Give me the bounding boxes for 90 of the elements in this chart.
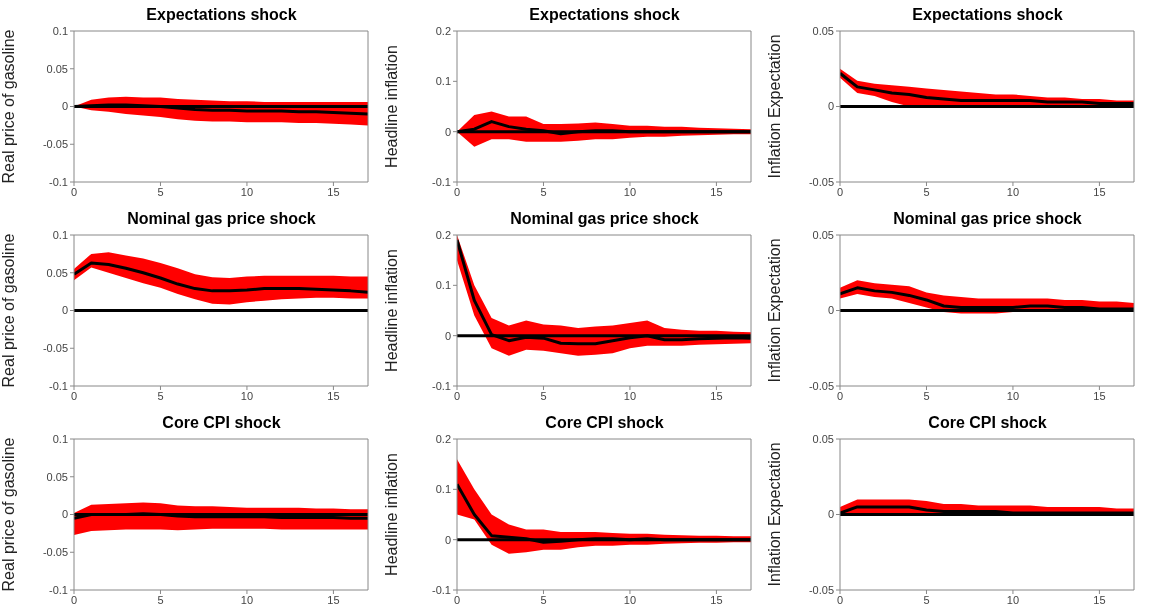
y-axis-title: Headline inflation bbox=[382, 249, 400, 372]
y-tick-label: 0.1 bbox=[52, 24, 68, 37]
x-tick-label: 15 bbox=[1093, 593, 1106, 606]
x-tick-label: 10 bbox=[1006, 185, 1020, 198]
x-tick-label: 10 bbox=[240, 593, 254, 606]
y-tick-label: 0 bbox=[827, 100, 834, 113]
x-tick-label: 5 bbox=[157, 185, 164, 198]
y-axis-title: Headline inflation bbox=[382, 453, 400, 576]
y-tick-label: 0 bbox=[444, 329, 451, 342]
x-tick-label: 0 bbox=[836, 593, 844, 606]
y-axis-title: Headline inflation bbox=[382, 45, 400, 168]
chart-title: Nominal gas price shock bbox=[509, 210, 700, 228]
chart-title: Expectations shock bbox=[528, 6, 681, 24]
x-tick-label: 0 bbox=[70, 185, 78, 198]
y-tick-label: 0 bbox=[827, 304, 834, 317]
y-tick-label: -0.1 bbox=[432, 379, 451, 392]
y-tick-label: -0.05 bbox=[808, 583, 834, 596]
y-tick-label: 0.05 bbox=[46, 62, 68, 75]
x-tick-label: 10 bbox=[623, 389, 637, 402]
y-tick-label: 0 bbox=[444, 125, 451, 138]
y-tick-label: 0.05 bbox=[46, 470, 68, 483]
y-tick-label: -0.05 bbox=[42, 546, 68, 559]
x-tick-label: 10 bbox=[240, 185, 254, 198]
y-tick-label: 0.1 bbox=[435, 75, 451, 88]
x-tick-label: 5 bbox=[157, 593, 164, 606]
x-tick-label: 10 bbox=[240, 389, 254, 402]
y-tick-label: 0.2 bbox=[435, 228, 451, 241]
x-tick-label: 15 bbox=[327, 389, 340, 402]
y-tick-label: 0 bbox=[827, 508, 834, 521]
y-tick-label: 0.1 bbox=[435, 279, 451, 292]
x-tick-label: 15 bbox=[1093, 389, 1106, 402]
y-tick-label: 0.05 bbox=[812, 432, 834, 445]
y-tick-label: 0.1 bbox=[435, 483, 451, 496]
chart-title: Core CPI shock bbox=[927, 414, 1048, 432]
chart-title: Nominal gas price shock bbox=[892, 210, 1083, 228]
y-tick-label: -0.1 bbox=[49, 379, 68, 392]
y-tick-label: -0.1 bbox=[49, 583, 68, 596]
chart-title: Expectations shock bbox=[145, 6, 298, 24]
x-tick-label: 5 bbox=[923, 185, 930, 198]
y-tick-label: 0.05 bbox=[812, 24, 834, 37]
x-tick-label: 10 bbox=[623, 593, 637, 606]
y-tick-label: 0.05 bbox=[46, 266, 68, 279]
chart-title: Expectations shock bbox=[911, 6, 1064, 24]
x-tick-label: 5 bbox=[923, 389, 930, 402]
y-tick-label: 0 bbox=[444, 533, 451, 546]
x-tick-label: 0 bbox=[836, 185, 844, 198]
x-tick-label: 5 bbox=[540, 185, 547, 198]
chart-title: Nominal gas price shock bbox=[126, 210, 317, 228]
y-axis-title: Real price of gasoline bbox=[0, 437, 17, 592]
x-tick-label: 0 bbox=[453, 389, 461, 402]
x-tick-label: 0 bbox=[70, 593, 78, 606]
y-tick-label: 0.2 bbox=[435, 432, 451, 445]
x-tick-label: 15 bbox=[327, 185, 340, 198]
y-axis-title: Real price of gasoline bbox=[0, 233, 17, 388]
y-tick-label: 0 bbox=[61, 508, 68, 521]
x-tick-label: 0 bbox=[70, 389, 78, 402]
x-tick-label: 15 bbox=[710, 593, 723, 606]
x-tick-label: 15 bbox=[327, 593, 340, 606]
x-tick-label: 15 bbox=[1093, 185, 1106, 198]
x-tick-label: 15 bbox=[710, 389, 723, 402]
y-tick-label: -0.05 bbox=[808, 379, 834, 392]
y-tick-label: 0.1 bbox=[52, 432, 68, 445]
y-tick-label: -0.1 bbox=[432, 583, 451, 596]
y-tick-label: -0.05 bbox=[42, 342, 68, 355]
chart-title: Core CPI shock bbox=[161, 414, 282, 432]
x-tick-label: 0 bbox=[836, 389, 844, 402]
x-tick-label: 5 bbox=[540, 593, 547, 606]
x-tick-label: 0 bbox=[453, 593, 461, 606]
y-tick-label: 0 bbox=[61, 100, 68, 113]
y-tick-label: -0.05 bbox=[42, 138, 68, 151]
x-tick-label: 15 bbox=[710, 185, 723, 198]
y-tick-label: 0.2 bbox=[435, 24, 451, 37]
x-tick-label: 5 bbox=[923, 593, 930, 606]
y-tick-label: 0.05 bbox=[812, 228, 834, 241]
x-tick-label: 10 bbox=[623, 185, 637, 198]
y-axis-title: Inflation Expectation bbox=[765, 34, 783, 179]
y-tick-label: -0.05 bbox=[808, 175, 834, 188]
y-tick-label: -0.1 bbox=[49, 175, 68, 188]
y-tick-label: -0.1 bbox=[432, 175, 451, 188]
x-tick-label: 0 bbox=[453, 185, 461, 198]
x-tick-label: 10 bbox=[1006, 593, 1020, 606]
x-tick-label: 5 bbox=[540, 389, 547, 402]
y-axis-title: Inflation Expectation bbox=[765, 238, 783, 383]
x-tick-label: 5 bbox=[157, 389, 164, 402]
y-axis-title: Inflation Expectation bbox=[765, 442, 783, 587]
chart-title: Core CPI shock bbox=[544, 414, 665, 432]
x-tick-label: 10 bbox=[1006, 389, 1020, 402]
y-axis-title: Real price of gasoline bbox=[0, 29, 17, 184]
y-tick-label: 0.1 bbox=[52, 228, 68, 241]
y-tick-label: 0 bbox=[61, 304, 68, 317]
